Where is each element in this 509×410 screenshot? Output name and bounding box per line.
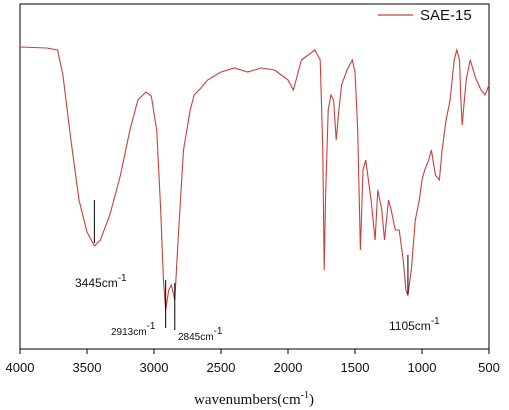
annotation-sup: -1 <box>431 316 440 327</box>
annotation-label: 2845cm-1 <box>178 326 223 343</box>
x-label-sup: -1 <box>301 390 309 401</box>
x-tick-label: 1000 <box>408 360 437 375</box>
annotation-sup: -1 <box>147 321 156 332</box>
annotation-sup: -1 <box>118 273 127 284</box>
x-label-end: ) <box>309 392 314 408</box>
x-tick-label: 2500 <box>207 360 236 375</box>
x-tick-label: 4000 <box>6 360 35 375</box>
plot-frame <box>19 3 490 350</box>
legend-label: SAE-15 <box>420 7 472 24</box>
annotation-label: 1105cm-1 <box>389 316 440 333</box>
x-label-main: wavenumbers(cm <box>194 392 301 408</box>
x-tick-label: 2000 <box>274 360 303 375</box>
x-tick-label: 3000 <box>140 360 169 375</box>
annotation-label: 2913cm-1 <box>111 321 156 338</box>
x-tick-label: 500 <box>478 360 500 375</box>
x-tick-label: 3500 <box>73 360 102 375</box>
annotation-text: 1105cm <box>389 319 431 333</box>
annotation-text: 2913cm <box>111 327 147 338</box>
spectrum-line <box>19 46 490 311</box>
x-tick-label: 1500 <box>341 360 370 375</box>
annotation-text: 2845cm <box>178 332 214 343</box>
annotation-text: 3445cm <box>75 276 118 290</box>
x-axis-label: wavenumbers(cm-1) <box>194 390 314 408</box>
annotation-label: 3445cm-1 <box>75 273 127 290</box>
annotation-sup: -1 <box>214 326 223 337</box>
